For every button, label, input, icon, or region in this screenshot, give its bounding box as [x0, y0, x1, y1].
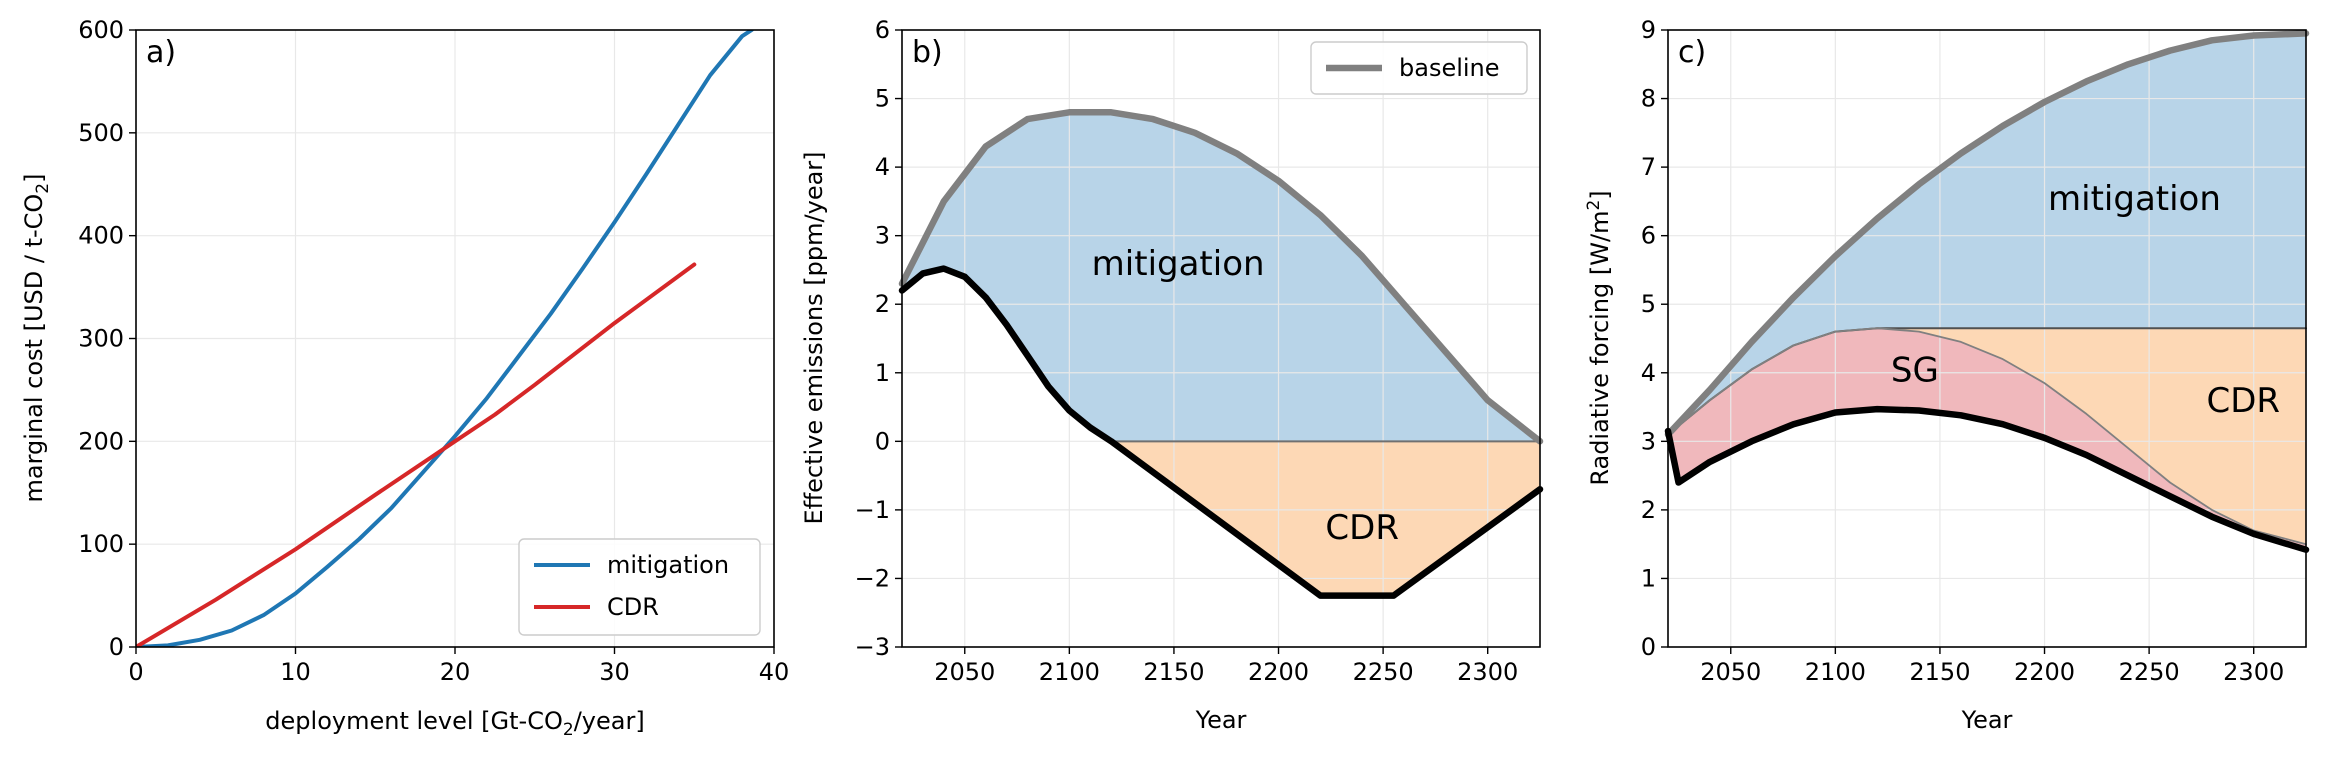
panel-a-lines [136, 30, 754, 647]
x-tick-label: 10 [280, 658, 311, 686]
y-tick-label: 2 [875, 290, 890, 318]
y-tick-label: 0 [109, 633, 124, 661]
region-fill-mitigation [902, 112, 1540, 442]
region-fill-cdr [1111, 441, 1540, 596]
panel-c-lines [1664, 30, 2310, 553]
y-tick-label: 1 [875, 359, 890, 387]
y-tick-label: 9 [1641, 16, 1656, 44]
x-tick-label: 2050 [1700, 658, 1761, 686]
region-label-mitigation: mitigation [1092, 244, 1265, 284]
panel-a-legend: mitigation CDR [518, 538, 761, 636]
panel-b-fills [902, 112, 1540, 596]
panel-b-xlabel: Year [1195, 706, 1247, 734]
panel-b-legend: baseline [1310, 41, 1528, 95]
y-tick-label: 400 [78, 222, 124, 250]
region-fill-sg [1668, 328, 2306, 550]
panel-b-ylabel: Effective emissions [ppm/year] [800, 151, 828, 524]
y-tick-label: −1 [855, 496, 890, 524]
region-fill-mitigation [1668, 33, 2306, 435]
legend-label-mitigation: mitigation [607, 551, 729, 579]
panel-b-lines [898, 109, 1544, 599]
panel-b-effective-emissions: 2050 2100 2150 2200 2250 2300 −3 −2 −1 0 1 2 3 4 5 6 b)… [800, 16, 1544, 734]
x-tick-label: 30 [599, 658, 630, 686]
region-label-cdr: CDR [1325, 508, 1399, 548]
x-tick-label: 2250 [2119, 658, 2180, 686]
panel-b-letter: b) [912, 35, 943, 70]
y-tick-label: 2 [1641, 496, 1656, 524]
panel-c-frame [1667, 29, 2307, 648]
series-line-pathway [1664, 405, 2310, 553]
legend-box [1310, 41, 1528, 95]
region-label-mitigation: mitigation [2048, 179, 2221, 219]
x-tick-label: 40 [759, 658, 790, 686]
panel-b-region-labels: mitigation CDR [1092, 244, 1399, 548]
y-tick-label: 5 [1641, 290, 1656, 318]
y-tick-label: 3 [1641, 427, 1656, 455]
y-tick-label: 500 [78, 119, 124, 147]
panel-c-radiative-forcing: 2050 2100 2150 2200 2250 2300 0 1 2 3 4 5 6 7 8 9 c) mi… [1584, 16, 2310, 734]
y-tick-label: 0 [1641, 633, 1656, 661]
y-tick-label: −3 [855, 633, 890, 661]
y-tick-label: 1 [1641, 564, 1656, 592]
x-tick-label: 2300 [2223, 658, 2284, 686]
y-tick-label: 7 [1641, 153, 1656, 181]
y-tick-label: 6 [1641, 222, 1656, 250]
y-tick-label: 4 [1641, 359, 1656, 387]
panel-b-frame [901, 29, 1541, 648]
panel-a-xlabel: deployment level [Gt-CO2/year] [265, 707, 644, 740]
region-label-cdr: CDR [2206, 381, 2280, 421]
panel-c-ticks: 2050 2100 2150 2200 2250 2300 0 1 2 3 4 5 6 7 8 9 [1641, 16, 2285, 686]
series-line-baseline [898, 109, 1544, 445]
x-tick-label: 20 [440, 658, 471, 686]
x-tick-label: 2100 [1805, 658, 1866, 686]
y-tick-label: 3 [875, 222, 890, 250]
panel-c-xlabel: Year [1961, 706, 2013, 734]
panel-b-ticks: 2050 2100 2150 2200 2250 2300 −3 −2 −1 0 1 2 3 4 5 6 [855, 16, 1519, 686]
panel-a-ylabel: marginal cost [USD / t-CO2] [20, 174, 53, 503]
series-line-cdr [136, 262, 697, 647]
region-label-sg: SG [1891, 350, 1939, 390]
legend-label-cdr: CDR [607, 593, 659, 621]
x-tick-label: 2150 [1909, 658, 1970, 686]
x-tick-label: 2300 [1457, 658, 1518, 686]
series-line-pathway [898, 265, 1544, 599]
panel-c-ylabel: Radiative forcing [W/m2] [1584, 190, 1614, 485]
x-tick-label: 2200 [1248, 658, 1309, 686]
x-tick-label: 2100 [1039, 658, 1100, 686]
x-tick-label: 2250 [1353, 658, 1414, 686]
panel-a-letter: a) [146, 35, 176, 70]
y-tick-label: 100 [78, 530, 124, 558]
panel-c-letter: c) [1678, 35, 1706, 70]
region-fill-cdr [1668, 328, 2306, 545]
series-line-mitigation [136, 30, 754, 647]
y-tick-label: 8 [1641, 85, 1656, 113]
panel-c-fills [1668, 33, 2306, 550]
y-tick-label: 4 [875, 153, 890, 181]
panel-c-region-labels: mitigation SG CDR [1891, 179, 2280, 421]
y-tick-label: 6 [875, 16, 890, 44]
series-line-sg-boundary [1667, 327, 2307, 546]
panel-a-grid [135, 29, 775, 648]
y-tick-label: −2 [855, 564, 890, 592]
y-tick-label: 200 [78, 427, 124, 455]
x-tick-label: 2200 [2014, 658, 2075, 686]
x-tick-label: 0 [128, 658, 143, 686]
x-tick-label: 2150 [1143, 658, 1204, 686]
legend-label-baseline: baseline [1399, 54, 1500, 82]
series-line-baseline [1664, 30, 2310, 438]
y-tick-label: 300 [78, 325, 124, 353]
y-tick-label: 5 [875, 85, 890, 113]
x-tick-label: 2050 [934, 658, 995, 686]
panel-b-grid [902, 29, 1540, 648]
y-tick-label: 600 [78, 16, 124, 44]
y-tick-label: 0 [875, 427, 890, 455]
